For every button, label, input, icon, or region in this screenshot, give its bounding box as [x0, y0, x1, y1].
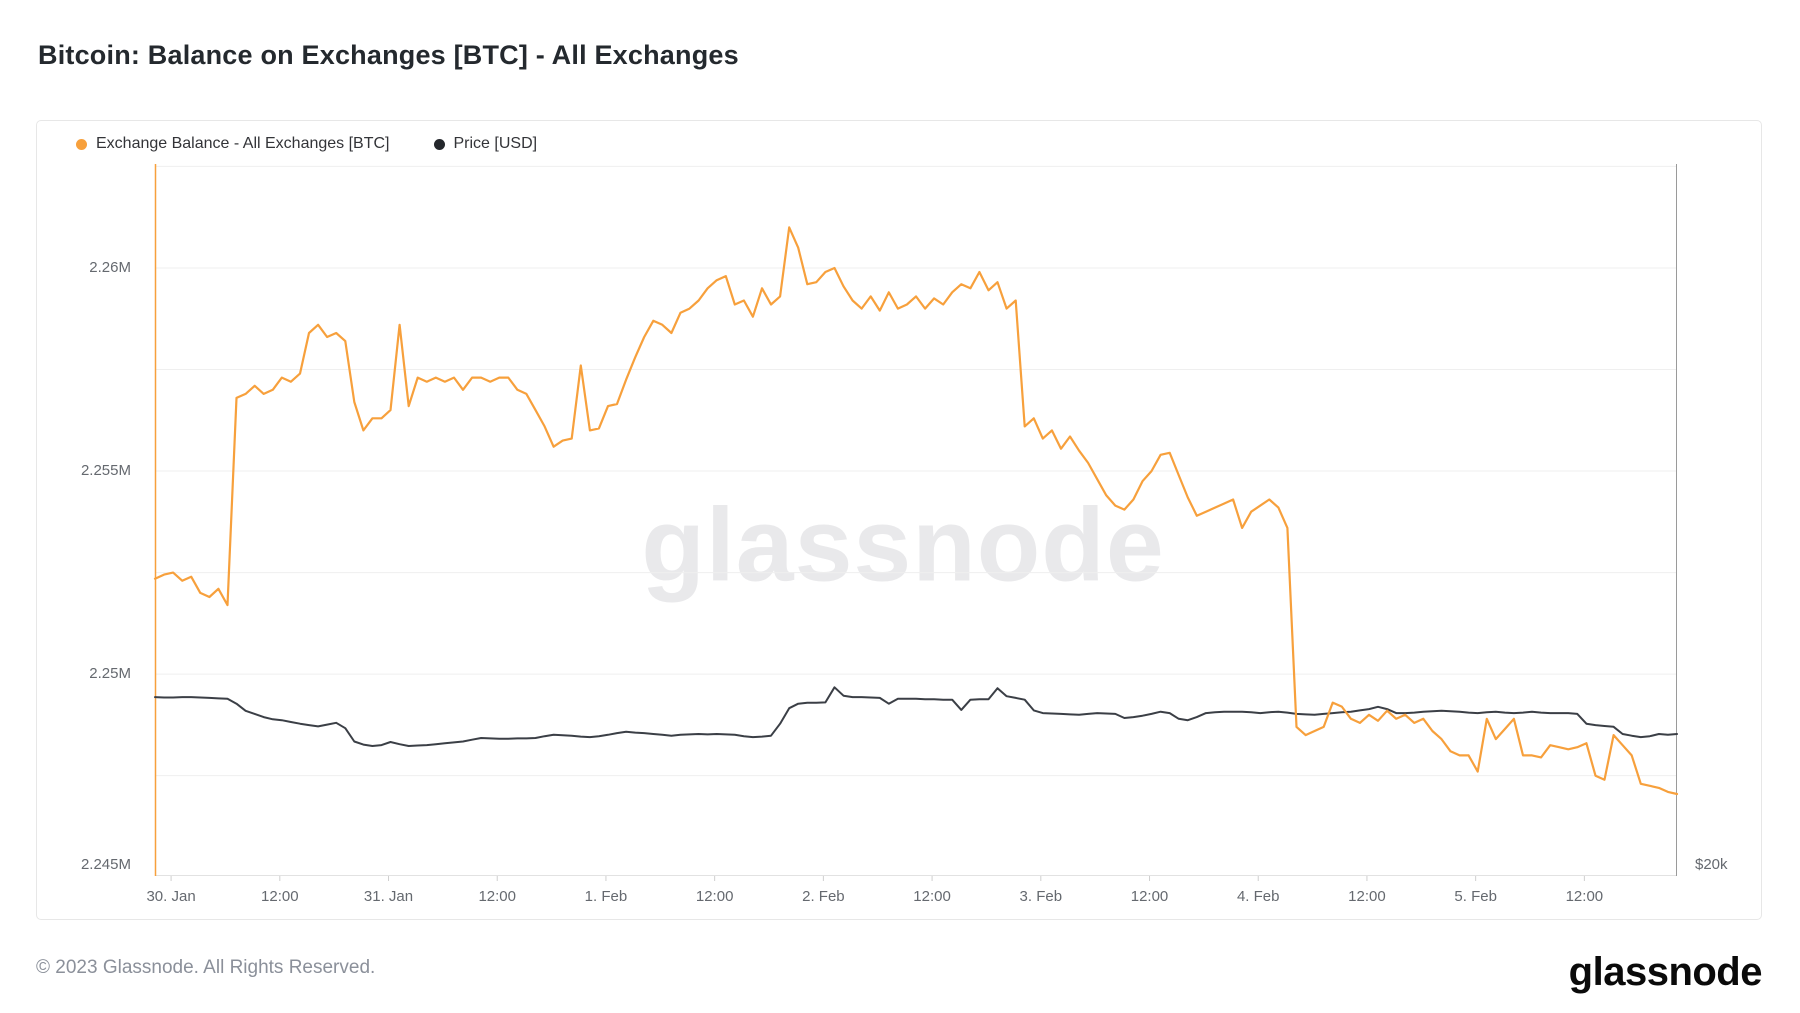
balance-series-line — [153, 226, 1679, 796]
y-axis-label: 2.245M — [80, 856, 131, 873]
x-axis-label: 3. Feb — [1019, 888, 1063, 905]
brand-wordmark: glassnode — [1568, 950, 1763, 994]
x-axis-label: 12:00 — [1348, 888, 1386, 905]
x-axis-label: 12:00 — [1130, 888, 1169, 905]
watermark: glassnode — [641, 487, 1165, 604]
x-axis-label: 30. Jan — [146, 888, 196, 905]
balance-series-marker-icon — [76, 138, 87, 150]
x-axis-label: 5. Feb — [1454, 888, 1497, 905]
x-axis-label: 12:00 — [261, 888, 299, 905]
page-title: Bitcoin: Balance on Exchanges [BTC] - Al… — [38, 40, 739, 70]
price-series-marker-icon — [433, 138, 445, 150]
x-axis-label: 1. Feb — [584, 888, 628, 905]
chart-card: Exchange Balance - All Exchanges [BTC] P… — [36, 120, 1762, 920]
right-axis-label: $20k — [1695, 856, 1728, 873]
x-axis-label: 31. Jan — [363, 888, 414, 905]
x-axis-label: 12:00 — [478, 888, 516, 905]
copyright-text: © 2023 Glassnode. All Rights Reserved. — [36, 957, 376, 978]
x-axis-label: 4. Feb — [1236, 888, 1280, 905]
x-axis-label: 2. Feb — [802, 888, 845, 905]
x-axis-label: 12:00 — [1565, 888, 1604, 905]
x-axis-label: 12:00 — [695, 888, 734, 905]
legend-item-balance[interactable]: Exchange Balance - All Exchanges [BTC] — [76, 135, 390, 153]
chart-plot-area[interactable]: glassnode 2.26M 2.255M 2.25M 2.245M 30. Jan 1… — [81, 164, 1728, 905]
y-axis-label: 2.26M — [89, 258, 131, 276]
legend-item-price[interactable]: Price [USD] — [433, 135, 538, 153]
legend-label-price: Price [USD] — [453, 135, 538, 152]
legend-label-balance: Exchange Balance - All Exchanges [BTC] — [96, 135, 390, 152]
legend: Exchange Balance - All Exchanges [BTC] P… — [76, 135, 537, 153]
y-axis-label: 2.25M — [89, 665, 131, 683]
y-axis-label: 2.255M — [80, 462, 131, 480]
price-series-line — [154, 686, 1678, 747]
x-axis-label: 12:00 — [913, 888, 951, 905]
